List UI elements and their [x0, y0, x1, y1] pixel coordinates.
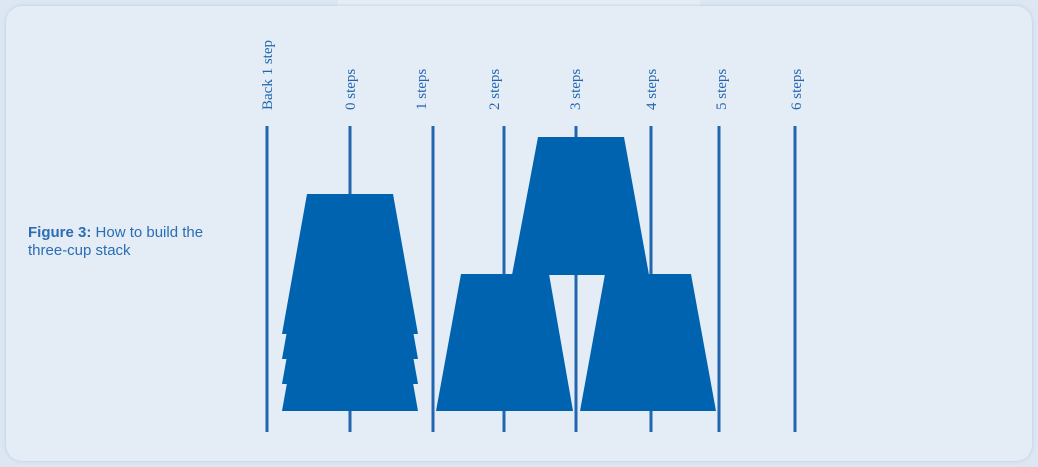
step-label-5: 5 steps	[714, 69, 730, 110]
figure-caption-text: How to build the three-cup stack	[28, 224, 204, 259]
step-labels: Back 1 step 0 steps 1 steps 2 steps 3 st…	[260, 40, 805, 110]
nested-cup	[282, 271, 418, 411]
figure-label: Figure 3:	[28, 224, 92, 241]
step-label-2: 2 steps	[487, 69, 503, 110]
step-label-3: 3 steps	[568, 69, 584, 110]
step-label-back-1: Back 1 step	[260, 40, 276, 110]
pyramid-bottom-left-cup	[436, 274, 573, 411]
three-cup-pyramid	[436, 137, 716, 411]
pyramid-bottom-right-cup	[580, 274, 716, 411]
step-label-1: 1 steps	[414, 69, 430, 110]
top-tab	[338, 0, 700, 10]
step-label-6: 6 steps	[789, 69, 805, 110]
nested-cup-stack	[282, 194, 418, 411]
figure-caption: Figure 3: How to build the three-cup sta…	[28, 224, 218, 260]
step-label-4: 4 steps	[644, 69, 660, 110]
pyramid-top-cup	[512, 137, 649, 275]
step-label-0: 0 steps	[343, 69, 359, 110]
